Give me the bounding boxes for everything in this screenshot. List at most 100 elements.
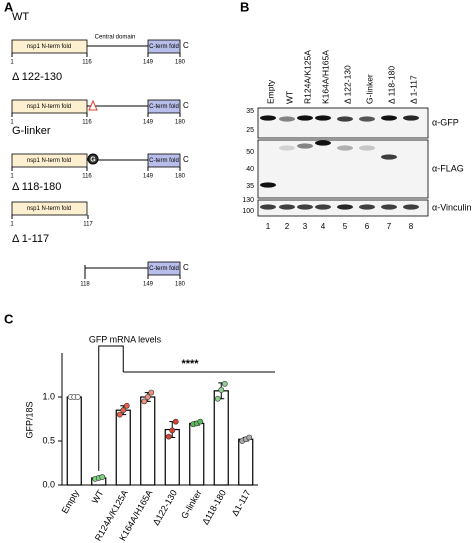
position: 149 <box>143 120 154 126</box>
mw-marker: 130 <box>242 197 254 204</box>
replicate-point <box>172 418 179 425</box>
n-domain <box>11 153 88 168</box>
position-ticks <box>11 53 181 57</box>
y-tick-label: 0.0 <box>42 479 55 489</box>
domain-label: nsp1 N-term fold <box>27 44 71 50</box>
blot-band <box>359 204 375 210</box>
blot-band <box>297 115 313 121</box>
lane-label: WT <box>284 91 294 104</box>
replicate-point <box>165 433 172 440</box>
position: 149 <box>143 282 154 288</box>
position-ticks <box>11 215 89 219</box>
domain-label: nsp1 N-term fold <box>27 158 71 164</box>
deletion-mark <box>88 99 98 111</box>
blot-band <box>297 143 313 149</box>
replicate-point <box>99 474 106 480</box>
bar <box>238 438 254 486</box>
replicate-point <box>169 427 176 434</box>
blot-band <box>337 204 353 210</box>
blot-band <box>337 116 353 122</box>
position: 117 <box>83 222 93 228</box>
mw-marker: 40 <box>246 166 254 173</box>
lane-number: 1 <box>266 222 271 231</box>
domain-label: Central domain <box>95 35 136 41</box>
c-terminus: C <box>183 155 189 164</box>
blot-band <box>279 116 295 122</box>
lane-label: G-linker <box>364 74 374 104</box>
n-domain <box>11 99 88 114</box>
antibody-label: α-Vinculin <box>432 202 472 212</box>
position: 1 <box>10 120 14 126</box>
replicate-point <box>116 411 123 418</box>
domain-label: C-term fold <box>149 104 179 110</box>
lane-number: 4 <box>321 222 326 231</box>
panel-b: B α-GFP α-FLAG α-Vinculin 35 25 50 40 35… <box>240 0 472 231</box>
x-tick-label: Δ122-130 <box>151 488 179 527</box>
replicate-point <box>144 394 151 400</box>
panel-label: A <box>4 0 14 14</box>
lane-number: 8 <box>409 222 414 231</box>
antibody-label: α-GFP <box>432 117 459 127</box>
c-terminus: C <box>183 41 189 50</box>
position: 116 <box>82 174 92 180</box>
n-domain <box>11 39 88 54</box>
construct-name: Δ 122-130 <box>12 71 62 83</box>
lane-number: 2 <box>285 222 290 231</box>
lane-label: Δ 1-117 <box>408 75 418 104</box>
blot-band <box>315 204 331 210</box>
blot-band <box>279 204 295 210</box>
mw-marker: 25 <box>246 127 254 134</box>
construct-name: Δ 1-117 <box>12 233 49 245</box>
domain-label: C-term fold <box>149 44 179 50</box>
domain-label: C-term fold <box>149 158 179 164</box>
y-tick-label: 0.5 <box>42 435 55 445</box>
position-ticks <box>11 113 181 117</box>
c-domain <box>147 39 181 54</box>
replicate-point <box>123 402 130 409</box>
lane-number: 7 <box>387 222 392 231</box>
position: 180 <box>175 282 186 288</box>
replicate-point <box>197 418 204 425</box>
blot-band <box>260 182 276 188</box>
construct: Δ 1-117 C-term fold C 118 149 180 <box>12 233 189 288</box>
construct: Δ 118-180 nsp1 N-term fold 1 117 <box>10 181 93 228</box>
construct-name: Δ 118-180 <box>12 181 61 193</box>
construct-name: G-linker <box>12 125 51 137</box>
domain-label: C-term fold <box>149 266 179 272</box>
replicate-point <box>214 395 221 402</box>
construct: Δ 122-130 nsp1 N-term fold C-term fold C… <box>10 71 189 126</box>
x-tick-label: G-linker <box>179 488 203 520</box>
blot-band <box>359 116 375 122</box>
bar <box>115 409 131 486</box>
mw-marker: 35 <box>246 183 254 190</box>
x-tick-label: Δ118-180 <box>200 488 228 526</box>
c-terminus: C <box>183 101 189 110</box>
bar <box>66 396 82 486</box>
x-tick-label: WT <box>90 488 106 506</box>
position: 1 <box>10 60 14 66</box>
panel-label: C <box>4 311 14 326</box>
position-ticks <box>11 167 181 171</box>
x-tick-label: Δ1-117 <box>230 488 253 518</box>
bar <box>189 422 205 486</box>
significance-label: **** <box>181 358 199 370</box>
lane-number: 3 <box>303 222 308 231</box>
mw-marker: 35 <box>246 108 254 115</box>
position: 118 <box>80 282 90 288</box>
mw-marker: 50 <box>246 149 254 156</box>
position: 1 <box>10 222 14 228</box>
blot-band <box>381 204 397 210</box>
position: 149 <box>143 174 154 180</box>
chart-title: GFP mRNA levels <box>89 334 162 344</box>
replicate-point <box>148 389 155 396</box>
blot-band <box>279 145 295 151</box>
linker-label: G <box>90 156 96 163</box>
g-linker <box>87 153 99 165</box>
position: 1 <box>10 174 14 180</box>
replicate-point <box>221 380 228 387</box>
construct: G-linker G nsp1 N-term fold C-term fold … <box>10 125 189 180</box>
blot-band <box>359 145 375 151</box>
blot-band <box>337 145 353 151</box>
construct: WT nsp1 N-term fold Central domain C-ter… <box>10 11 189 66</box>
replicate-point <box>141 398 148 405</box>
